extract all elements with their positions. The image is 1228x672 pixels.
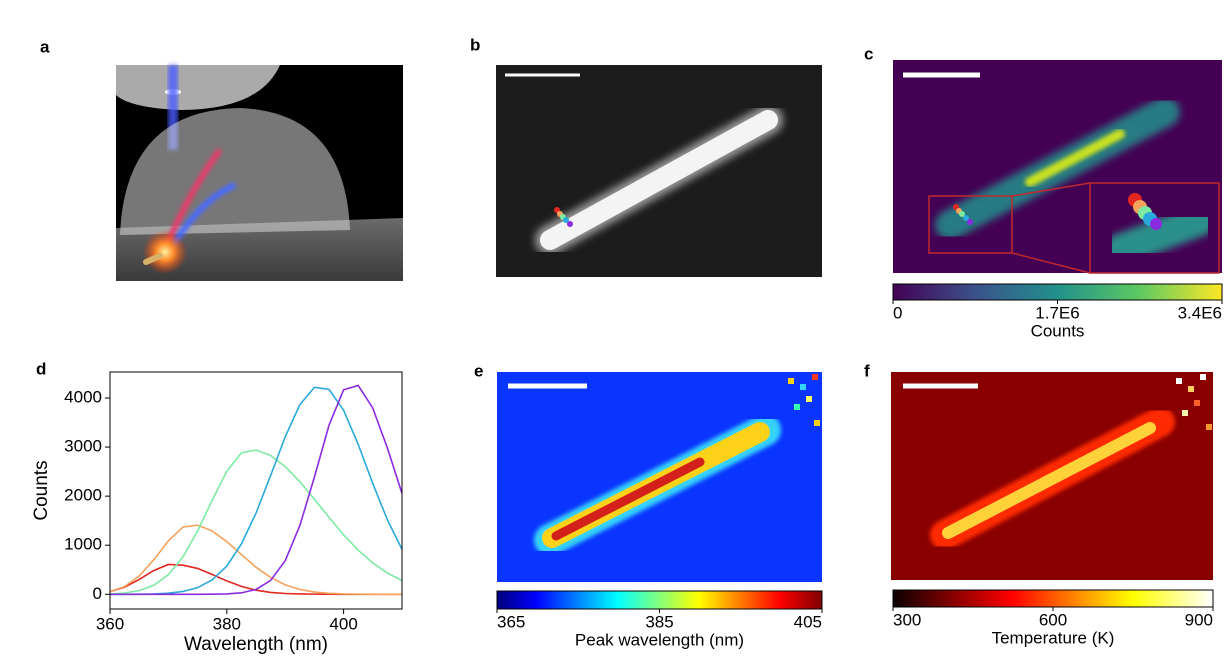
panel-label: c xyxy=(864,44,873,63)
spectrum-line xyxy=(110,386,403,596)
panel-label: b xyxy=(470,35,480,54)
x-tick-label: 360 xyxy=(96,614,124,633)
colorbar xyxy=(892,283,1223,301)
spectrum-line xyxy=(109,449,403,595)
panel-f-image xyxy=(891,372,1213,580)
colorbar-tick-label: 600 xyxy=(1039,610,1067,629)
colorbar-label: Counts xyxy=(1031,321,1085,340)
panel-b-image xyxy=(496,65,822,277)
y-tick-label: 0 xyxy=(93,584,102,603)
x-axis-label: Wavelength (nm) xyxy=(184,634,328,655)
panel-label: a xyxy=(40,37,50,56)
panel-e-image xyxy=(497,372,822,582)
y-tick-label: 3000 xyxy=(64,437,102,456)
panel-a-image xyxy=(116,65,403,281)
colorbar-tick-label: 3.4E6 xyxy=(1178,303,1222,322)
panel-label: f xyxy=(864,361,870,380)
panel-label: d xyxy=(36,359,46,378)
colorbar xyxy=(892,589,1214,608)
spectrum-line xyxy=(109,524,402,596)
y-axis-label: Counts xyxy=(31,460,52,520)
colorbar-tick-label: 1.7E6 xyxy=(1035,303,1079,322)
panel-label: e xyxy=(474,361,483,380)
colorbar-tick-label: 300 xyxy=(893,610,921,629)
colorbar-label: Peak wavelength (nm) xyxy=(575,630,744,649)
x-tick-label: 380 xyxy=(213,614,241,633)
spectrum-line xyxy=(110,384,403,596)
x-tick-label: 400 xyxy=(329,614,357,633)
colorbar-tick-label: 900 xyxy=(1185,610,1213,629)
colorbar-tick-label: 385 xyxy=(645,612,673,631)
y-tick-label: 2000 xyxy=(64,486,102,505)
panel-c-image xyxy=(893,60,1222,274)
y-tick-label: 4000 xyxy=(64,387,102,406)
colorbar xyxy=(496,590,823,610)
y-tick-label: 1000 xyxy=(64,535,102,554)
plot-frame xyxy=(109,371,403,610)
colorbar-tick-label: 0 xyxy=(893,303,902,322)
colorbar-tick-label: 405 xyxy=(794,612,822,631)
colorbar-tick-label: 365 xyxy=(497,612,525,631)
colorbar-label: Temperature (K) xyxy=(992,628,1115,647)
